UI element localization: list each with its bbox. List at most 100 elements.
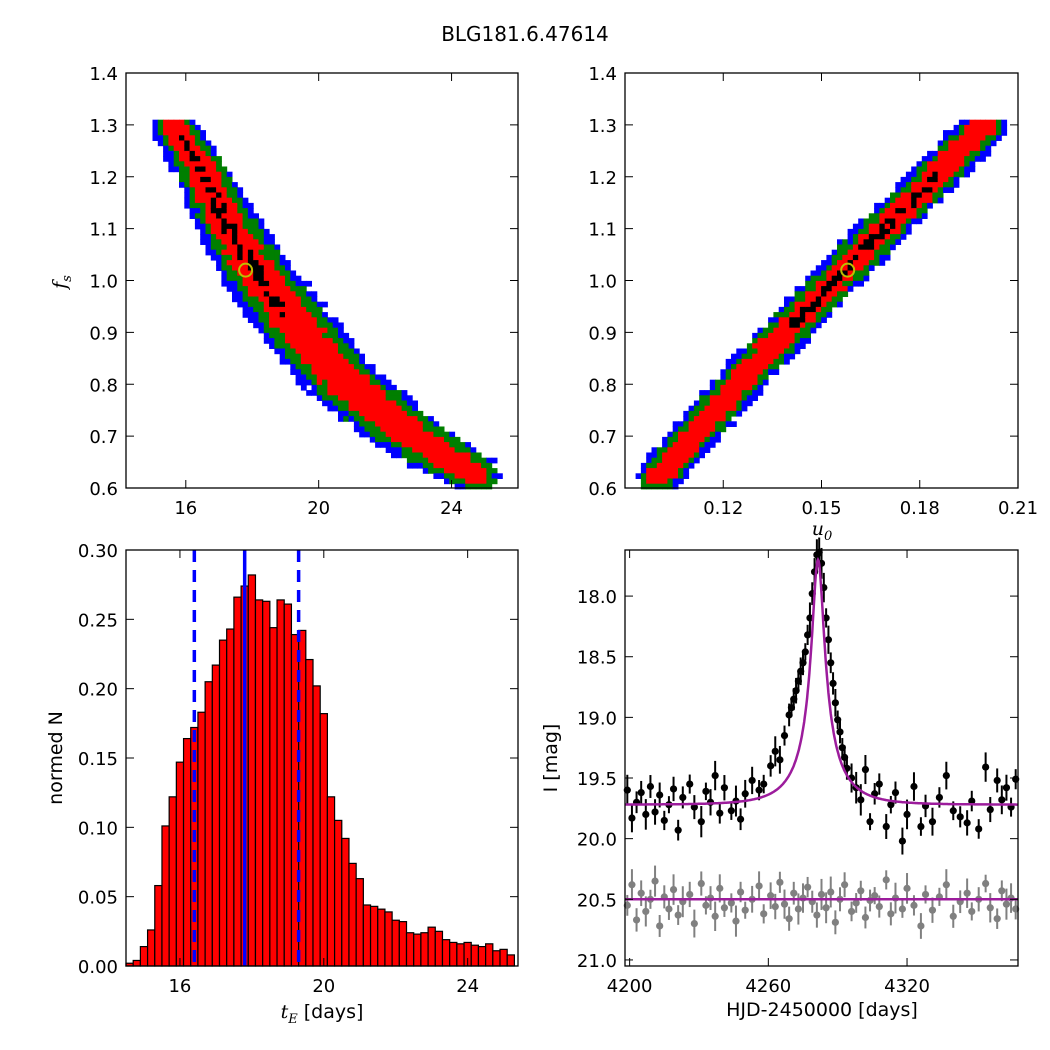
light-curve-point	[711, 771, 719, 780]
contour-1sigma-cell	[789, 312, 796, 318]
contour-3sigma-cell	[274, 348, 281, 355]
contour-1sigma-cell	[322, 348, 328, 355]
contour-1sigma-cell	[327, 348, 334, 355]
contour-2sigma-cell	[348, 353, 355, 360]
contour-1sigma-cell	[852, 265, 859, 271]
contour-3sigma-cell	[773, 369, 780, 375]
contour-1sigma-cell	[226, 218, 233, 225]
contour-1sigma-cell	[221, 197, 228, 204]
contour-3sigma-cell	[263, 332, 270, 339]
contour-1sigma-cell	[247, 234, 254, 240]
contour-1sigma-cell	[300, 348, 307, 355]
contour-2sigma-cell	[948, 135, 955, 141]
contour-3sigma-cell	[189, 119, 196, 126]
contour-2sigma-cell	[332, 395, 339, 401]
contour-2sigma-cell	[406, 447, 413, 453]
contour-2sigma-cell	[879, 244, 886, 251]
contour-3sigma-cell	[279, 254, 286, 261]
contour-2sigma-cell	[736, 405, 743, 412]
contour-2sigma-cell	[784, 306, 790, 313]
contour-1sigma-cell	[900, 192, 907, 199]
light-curve-point	[882, 822, 890, 831]
contour-3sigma-cell	[247, 306, 254, 313]
contour-1sigma-cell	[438, 452, 445, 459]
light-curve-point	[949, 807, 957, 815]
contour-1sigma-cell	[868, 223, 875, 230]
baseline-point	[767, 892, 775, 900]
contour-1sigma-cell	[279, 296, 286, 303]
contour-2sigma-cell	[179, 176, 185, 183]
contour-2sigma-cell	[762, 374, 769, 381]
contour-1sigma-cell	[359, 384, 365, 391]
contour-3sigma-cell	[858, 280, 864, 287]
contour-2sigma-cell	[263, 322, 270, 329]
contour-2sigma-cell	[295, 291, 302, 297]
contour-2sigma-cell	[327, 322, 334, 329]
contour-2sigma-cell	[778, 312, 785, 318]
histogram-bar	[168, 796, 177, 967]
contour-core-cell	[911, 202, 917, 209]
contour-1sigma-cell	[396, 416, 403, 422]
baseline-point	[813, 911, 821, 919]
best-fit-marker	[840, 262, 856, 278]
contour-core-cell	[232, 223, 238, 230]
contour-1sigma-cell	[444, 447, 450, 453]
contour-3sigma-cell	[927, 150, 933, 157]
contour-1sigma-cell	[300, 338, 307, 344]
contour-1sigma-cell	[290, 291, 297, 297]
contour-2sigma-cell	[815, 312, 822, 318]
contour-2sigma-cell	[640, 483, 647, 490]
contour-2sigma-cell	[221, 171, 228, 178]
contour-2sigma-cell	[778, 358, 785, 365]
contour-1sigma-cell	[364, 379, 371, 386]
contour-1sigma-cell	[359, 410, 365, 417]
contour-1sigma-cell	[322, 343, 328, 349]
contour-3sigma-cell	[905, 228, 912, 235]
contour-1sigma-cell	[327, 390, 334, 396]
contour-1sigma-cell	[948, 161, 955, 167]
light-curve-point	[898, 837, 907, 845]
contour-core-cell	[810, 306, 817, 313]
contour-1sigma-cell	[454, 462, 461, 469]
contour-1sigma-cell	[343, 374, 350, 381]
contour-3sigma-cell	[438, 473, 445, 479]
contour-1sigma-cell	[969, 130, 976, 136]
contour-3sigma-cell	[821, 317, 827, 323]
contour-1sigma-cell	[322, 364, 328, 370]
baseline-point	[949, 912, 957, 920]
contour-3sigma-cell	[232, 296, 238, 303]
contour-2sigma-cell	[651, 483, 658, 490]
baseline-point	[861, 913, 870, 922]
contour-3sigma-cell	[406, 395, 413, 401]
contour-3sigma-cell	[295, 275, 302, 282]
contour-3sigma-cell	[279, 260, 286, 266]
contour-1sigma-cell	[173, 135, 180, 141]
contour-2sigma-cell	[247, 218, 254, 225]
contour-1sigma-cell	[699, 421, 705, 427]
contour-2sigma-cell	[799, 327, 806, 334]
x-tick-label: 16	[174, 498, 197, 519]
histogram-bar	[262, 600, 271, 967]
contour-1sigma-cell	[937, 176, 944, 183]
contour-1sigma-cell	[943, 176, 949, 183]
y-tick-label: 1.1	[89, 220, 118, 241]
contour-1sigma-cell	[773, 353, 780, 360]
contour-3sigma-cell	[290, 270, 297, 277]
contour-core-cell	[279, 312, 286, 318]
x-axis-label: u0	[812, 518, 833, 544]
contour-2sigma-cell	[762, 327, 769, 334]
contour-2sigma-cell	[189, 187, 196, 193]
contour-2sigma-cell	[810, 275, 817, 282]
contour-2sigma-cell	[396, 400, 403, 407]
baseline-point	[669, 885, 678, 894]
contour-1sigma-cell	[773, 338, 780, 344]
contour-1sigma-cell	[306, 343, 312, 349]
contour-2sigma-cell	[932, 192, 939, 199]
contour-3sigma-cell	[258, 327, 265, 334]
contour-2sigma-cell	[704, 400, 711, 407]
contour-3sigma-cell	[433, 473, 440, 479]
contour-core-cell	[200, 176, 206, 183]
contour-core-cell	[210, 197, 217, 204]
contour-2sigma-cell	[475, 457, 482, 464]
contour-3sigma-cell	[253, 312, 259, 318]
